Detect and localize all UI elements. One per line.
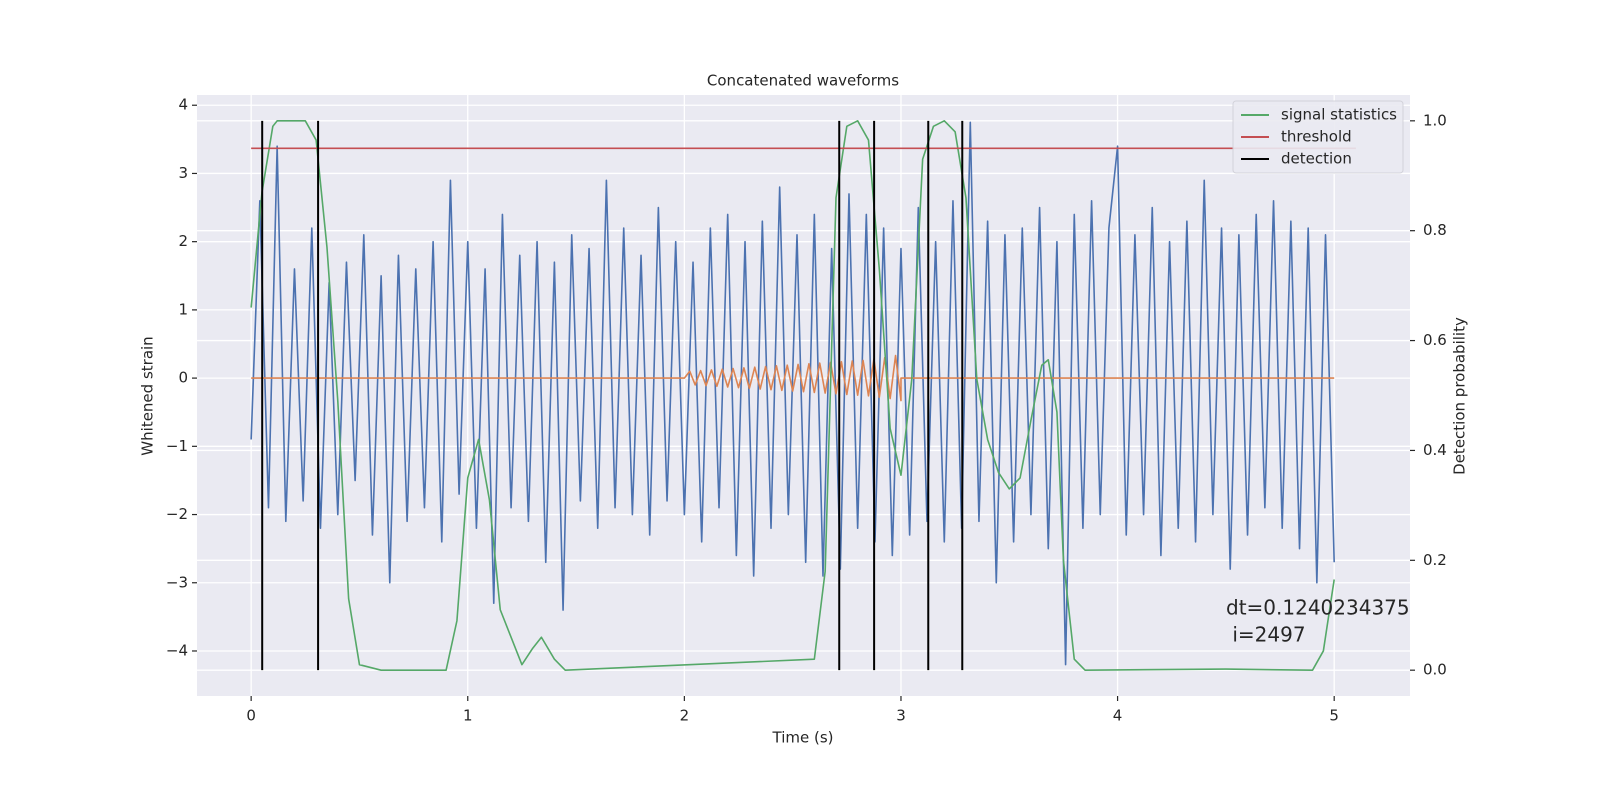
y-tick-label: 3 bbox=[178, 164, 188, 182]
legend: signal statistics threshold detection bbox=[1232, 100, 1404, 174]
y-tick-label: −3 bbox=[166, 573, 188, 591]
legend-label: threshold bbox=[1281, 128, 1352, 146]
series-line bbox=[250, 120, 1335, 671]
y2-tick-label: 0.0 bbox=[1423, 661, 1447, 679]
y2-tick-label: 0.6 bbox=[1423, 331, 1447, 349]
legend-label: signal statistics bbox=[1281, 106, 1397, 124]
y-tick-label: 0 bbox=[178, 369, 188, 387]
x-tick-label: 0 bbox=[246, 707, 256, 725]
x-tick-label: 3 bbox=[896, 707, 906, 725]
y-axis-label: Whitened strain bbox=[139, 336, 157, 455]
series-line bbox=[251, 354, 1335, 402]
series-line bbox=[250, 121, 1335, 666]
x-axis-label: Time (s) bbox=[772, 729, 834, 747]
y2-tick-label: 0.8 bbox=[1423, 221, 1447, 239]
x-tick-label: 2 bbox=[680, 707, 690, 725]
y-tick-label: −1 bbox=[166, 437, 188, 455]
y-tick-label: 1 bbox=[178, 300, 188, 318]
x-tick-label: 1 bbox=[463, 707, 473, 725]
annotation: dt=0.1240234375 bbox=[1226, 596, 1410, 620]
y2-tick-label: 1.0 bbox=[1423, 111, 1447, 129]
y-tick-label: −2 bbox=[166, 505, 188, 523]
y-tick-label: 2 bbox=[178, 232, 188, 250]
legend-box bbox=[1232, 100, 1404, 174]
legend-label: detection bbox=[1281, 150, 1352, 168]
y-tick-label: 4 bbox=[178, 96, 188, 114]
x-tick-label: 5 bbox=[1329, 707, 1339, 725]
y2-axis-label: Detection probability bbox=[1451, 317, 1469, 475]
y2-tick-label: 0.2 bbox=[1423, 551, 1447, 569]
plot-area bbox=[197, 95, 1410, 696]
x-tick-label: 4 bbox=[1113, 707, 1123, 725]
y-tick-label: −4 bbox=[166, 641, 188, 659]
chart-title: Concatenated waveforms bbox=[707, 72, 899, 90]
annotation: i=2497 bbox=[1226, 623, 1306, 647]
y2-tick-label: 0.4 bbox=[1423, 441, 1447, 459]
